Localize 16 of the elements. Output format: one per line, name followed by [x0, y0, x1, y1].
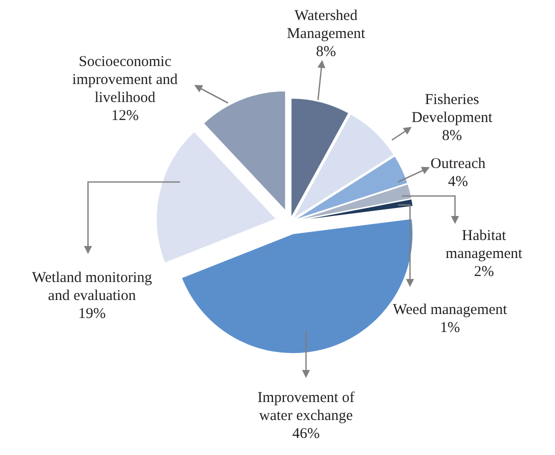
data-label: 46% — [292, 426, 320, 442]
slice-label: Weed management — [392, 302, 508, 318]
slice-label: Outreach — [430, 156, 486, 172]
slice-label: Fisheries Development — [412, 92, 494, 126]
data-label: 12% — [111, 108, 139, 124]
slice-label: Improvement of water exchange — [257, 390, 355, 424]
data-label: 2% — [474, 264, 494, 280]
data-label: 19% — [78, 306, 106, 322]
data-label: 4% — [448, 174, 468, 190]
data-label: 8% — [316, 44, 336, 60]
slice-label: Watershed Management — [286, 8, 366, 42]
slice-label: Wetland monitoring and evaluation — [32, 270, 153, 304]
slice-label: Socioeconomic improvement and livelihood — [72, 54, 178, 106]
slice-label: Habitat management — [446, 228, 524, 262]
data-label: 1% — [440, 320, 460, 336]
data-label: 8% — [442, 128, 462, 144]
